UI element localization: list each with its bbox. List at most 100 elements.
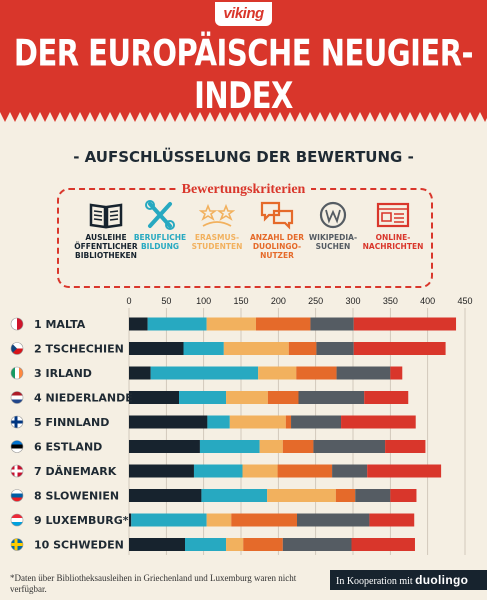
bar-segment [369,513,415,527]
bar-segment [226,391,268,404]
bar-segment [298,391,365,404]
x-tick-label: 450 [457,296,472,306]
category-label: 1 MALTA [34,318,86,331]
category-label: 3 IRLAND [34,367,92,380]
bar-segment [258,366,297,380]
x-tick-label: 100 [196,296,211,306]
bar-segment [129,317,148,331]
bar-segment [367,464,442,478]
bar-segment [353,342,446,355]
bar-segment [223,342,289,355]
criterion-wikipedia: WIKIPEDIA- SUCHEN [300,200,366,251]
bar-segment [206,317,256,331]
bar-segment [341,415,416,429]
bar-segment [229,415,286,429]
criterion-erasmus: ERASMUS- STUDENTEN [184,200,250,251]
book-icon [89,203,123,229]
criterion-label: BERUFLICHE BILDUNG [133,233,187,251]
bar-segment [129,415,208,429]
bar-segment [385,440,426,453]
duolingo-logo: duolingo [415,573,469,587]
criterion-duolingo: ANZAHL DER DUOLINGO- NUTZER [244,200,310,260]
bar-segment [255,317,311,331]
bar-segment [243,538,283,551]
x-tick-label: 50 [161,296,171,306]
page-title: DER EUROPÄISCHE NEUGIER-INDEX [13,31,474,117]
bar-segment [355,489,391,502]
bar-segment [390,366,403,380]
criterion-vocational: BERUFLICHE BILDUNG [127,200,193,251]
bar-segment [316,342,354,355]
bar-segment [267,391,299,404]
flag-icon-ireland [10,366,24,380]
criterion-label: ERASMUS- STUDENTEN [191,233,243,251]
x-tick-label: 300 [345,296,360,306]
bar-segment [364,391,409,404]
criterion-label: AUSLEIHE ÖFFENTLICHER BIBLIOTHEKEN [74,233,138,260]
bar-segment [226,538,244,551]
flag-icon-finland [10,415,24,429]
x-tick-label: 400 [420,296,435,306]
flag-icon-netherlands [10,391,24,404]
bar-segment [131,513,207,527]
bar-segment [147,317,207,331]
bar-segment [201,489,268,502]
bar-segment [129,513,132,527]
bar-segment [207,415,230,429]
bar-segment [282,538,352,551]
x-tick-label: 250 [308,296,323,306]
bar-segment [129,464,194,478]
bar-segment [277,464,333,478]
category-label: 2 TSCHECHIEN [34,343,124,356]
chat-icon [260,201,294,230]
criterion-libraries: AUSLEIHE ÖFFENTLICHER BIBLIOTHEKEN [73,200,139,260]
bar-segment [129,342,184,355]
bar-segment [129,440,200,453]
tools-icon [145,200,175,230]
flag-icon-sweden [10,538,24,551]
bar-segment [179,391,227,404]
category-label: 10 SCHWEDEN [34,539,124,552]
x-tick-label: 0 [126,296,131,306]
flag-icon-luxembourg [10,513,24,527]
category-label: 9 LUXEMBURG* [34,514,129,527]
bar-segment [150,366,259,380]
bar-segment [313,440,386,453]
bar-segment [267,489,336,502]
bar-segment [285,415,292,429]
bar-segment [351,538,415,551]
bar-segment [335,489,356,502]
bar-segment [199,440,260,453]
duolingo-partner-badge[interactable]: In Kooperation mit duolingo [330,570,487,590]
bar-segment [183,342,224,355]
bar-segment [296,366,337,380]
category-label: 7 DÄNEMARK [34,464,117,478]
bar-segment [310,317,354,331]
bar-segment [129,391,180,404]
bar-segment [332,464,368,478]
flag-icon-czech [10,342,24,355]
category-label: 4 NIEDERLANDE [34,392,133,405]
x-tick-label: 350 [383,296,398,306]
flag-icon-estonia [10,440,24,453]
bar-segment [288,342,317,355]
criterion-label: ONLINE- NACHRICHTEN [362,233,424,251]
bar-segment [129,366,151,380]
bar-segment [129,489,202,502]
viking-logo[interactable]: viking [215,2,272,26]
bar-segment [185,538,227,551]
partner-prefix: In Kooperation mit [336,576,413,587]
bar-segment [390,489,417,502]
footnote: *Daten über Bibliotheksausleihen in Grie… [10,573,297,594]
bar-segment [231,513,297,527]
bar-segment [291,415,342,429]
bar-segment [336,366,391,380]
category-label: 8 SLOWENIEN [34,490,119,503]
category-label: 6 ESTLAND [34,441,102,454]
flag-icon-slovenia [10,489,24,502]
wikipedia-icon [319,201,347,229]
x-tick-label: 200 [271,296,286,306]
bar-segment [259,440,283,453]
header-zigzag-edge [0,112,487,122]
